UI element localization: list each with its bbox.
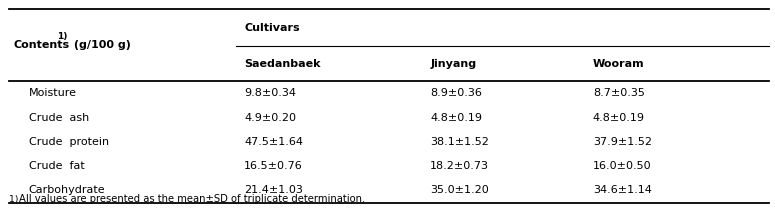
Text: 1): 1) — [57, 32, 67, 41]
Text: 38.1±1.52: 38.1±1.52 — [430, 137, 489, 147]
Text: 34.6±1.14: 34.6±1.14 — [593, 185, 652, 195]
Text: Crude  protein: Crude protein — [29, 137, 108, 147]
Text: All values are presented as the mean±SD of triplicate determination.: All values are presented as the mean±SD … — [19, 194, 365, 204]
Text: Contents: Contents — [13, 40, 69, 50]
Text: 4.9±0.20: 4.9±0.20 — [244, 113, 296, 123]
Text: 35.0±1.20: 35.0±1.20 — [430, 185, 489, 195]
Text: 4.8±0.19: 4.8±0.19 — [593, 113, 645, 123]
Text: 47.5±1.64: 47.5±1.64 — [244, 137, 303, 147]
Text: 8.7±0.35: 8.7±0.35 — [593, 88, 645, 98]
Text: Moisture: Moisture — [29, 88, 77, 98]
Text: 9.8±0.34: 9.8±0.34 — [244, 88, 296, 98]
Text: 8.9±0.36: 8.9±0.36 — [430, 88, 482, 98]
Text: Crude  fat: Crude fat — [29, 161, 84, 171]
Text: (g/100 g): (g/100 g) — [70, 40, 131, 50]
Text: 4.8±0.19: 4.8±0.19 — [430, 113, 482, 123]
Text: 16.5±0.76: 16.5±0.76 — [244, 161, 303, 171]
Text: 37.9±1.52: 37.9±1.52 — [593, 137, 652, 147]
Text: Cultivars: Cultivars — [244, 23, 300, 33]
Text: Crude  ash: Crude ash — [29, 113, 89, 123]
Text: Saedanbaek: Saedanbaek — [244, 59, 321, 69]
Text: Wooram: Wooram — [593, 59, 645, 69]
Text: Jinyang: Jinyang — [430, 59, 477, 69]
Text: 1): 1) — [9, 195, 19, 204]
Text: Carbohydrate: Carbohydrate — [29, 185, 105, 195]
Text: 16.0±0.50: 16.0±0.50 — [593, 161, 652, 171]
Text: 18.2±0.73: 18.2±0.73 — [430, 161, 489, 171]
Text: 21.4±1.03: 21.4±1.03 — [244, 185, 303, 195]
